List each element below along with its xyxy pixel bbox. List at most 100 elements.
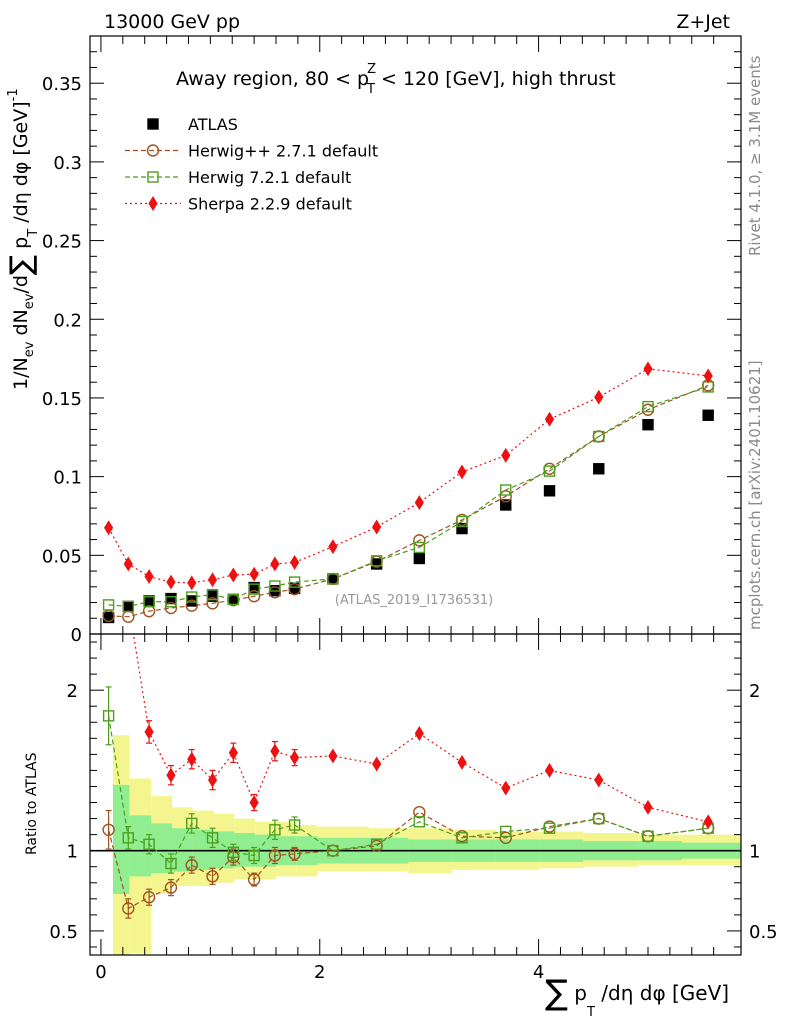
ratio-point-sherpa-15 — [544, 762, 555, 778]
main-point-atlas-15 — [543, 485, 556, 497]
legend: ATLAS Herwig++ 2.7.1 default Herwig 7.2.1 … — [125, 115, 378, 214]
legend-label-herwigpp: Herwig++ 2.7.1 default — [188, 142, 378, 161]
main-point-sherpa-12 — [414, 495, 424, 511]
ratio-point-sherpa-4 — [187, 751, 197, 767]
ratio-point-herwig7-16 — [593, 812, 605, 825]
main-point-herwig7-16 — [593, 430, 605, 443]
main-point-sherpa-1 — [123, 556, 133, 572]
main-point-atlas-18 — [702, 409, 714, 421]
main-point-herwigpp-12 — [413, 534, 426, 547]
ratio-point-herwigpp-7 — [247, 873, 261, 886]
title-suffix: < 120 [GeV], high thrust — [375, 68, 616, 90]
ratio-point-sherpa-8 — [270, 743, 280, 759]
ratio-point-herwig7-7 — [248, 849, 260, 862]
legend-label-sherpa: Sherpa 2.2.9 default — [188, 195, 352, 214]
ratio-ytick-label-right-2: 2 — [749, 681, 760, 702]
ratio-point-sherpa-3 — [166, 767, 176, 783]
main-point-herwigpp-3 — [164, 601, 178, 615]
main-point-sherpa-11 — [372, 519, 382, 535]
main-point-herwig7-15 — [543, 465, 556, 477]
rivet-version-label: Rivet 4.1.0, ≥ 3.1M events — [746, 55, 764, 256]
ylabel-sum-sign: ∑ — [4, 255, 39, 275]
main-point-herwigpp-8 — [268, 586, 282, 599]
ratio-point-sherpa-16 — [594, 772, 604, 788]
ratio-ytick-label-right-0: 0.5 — [749, 922, 778, 943]
main-point-herwig7-7 — [248, 583, 260, 595]
ylabel-part-1: ev — [22, 341, 37, 357]
main-x-ticks — [100, 36, 715, 634]
ratio-point-herwigpp-0 — [102, 823, 115, 837]
main-point-herwig7-2 — [143, 596, 155, 608]
ratio-point-herwig7-3 — [165, 857, 177, 870]
ratio-point-sherpa-9 — [290, 750, 300, 766]
ratio-y-axis-label: Ratio to ATLAS — [24, 752, 40, 855]
ratio-point-sherpa-11 — [372, 756, 382, 772]
ylabel-part-2: dN — [10, 309, 32, 341]
main-point-atlas-17 — [642, 419, 654, 431]
xlabel-sum-sign: ∑ — [545, 973, 568, 1013]
ratio-band-inner-0 — [112, 784, 130, 895]
main-point-sherpa-17 — [643, 361, 653, 377]
ratio-marks — [102, 634, 715, 919]
legend-marker-herwigpp — [146, 144, 160, 157]
main-point-sherpa-18 — [703, 368, 713, 384]
ratio-line-sherpa — [132, 634, 709, 823]
main-point-herwig7-6 — [227, 593, 240, 606]
main-point-herwigpp-5 — [206, 597, 219, 610]
main-point-sherpa-2 — [144, 569, 154, 585]
ratio-point-herwigpp-9 — [288, 847, 301, 861]
ratio-band-inner-6 — [234, 833, 256, 867]
mcplots-label: mcplots.cern.ch [arXiv:2401.10621] — [746, 360, 764, 630]
legend-item-atlas: ATLAS — [147, 115, 238, 134]
ylabel-part-3: ev — [22, 293, 37, 309]
ratio-point-sherpa-7 — [249, 795, 259, 810]
legend-marker-sherpa — [148, 196, 158, 211]
ratio-band-inner-1 — [129, 815, 152, 877]
ratio-point-sherpa-10 — [328, 748, 338, 764]
legend-label-herwig7: Herwig 7.2.1 default — [188, 168, 351, 187]
legend-marker-atlas — [147, 118, 159, 130]
ratio-plot: 0.5 0.5 1 1 2 2 0 2 4 Ratio to ATLAS ∑ pT /dη d… — [24, 633, 778, 1020]
ratio-point-herwig7-8 — [269, 824, 281, 836]
ratio-point-herwig7-6 — [227, 846, 240, 858]
main-point-sherpa-10 — [328, 539, 338, 555]
main-point-sherpa-3 — [166, 574, 176, 590]
main-point-sherpa-15 — [544, 411, 555, 427]
ratio-point-herwigpp-1 — [122, 902, 135, 915]
ratio-band-inner-4 — [192, 829, 214, 870]
ratio-point-herwig7-10 — [327, 844, 339, 857]
main-line-herwig7 — [108, 386, 709, 608]
ratio-ytick-label-0: 0.5 — [49, 922, 78, 943]
ratio-point-herwigpp-12 — [413, 805, 426, 819]
main-ytick-label-4: 0.2 — [53, 310, 82, 331]
main-line-sherpa — [108, 368, 709, 584]
main-point-herwig7-0 — [102, 599, 115, 611]
legend-marker-herwig7 — [147, 171, 159, 183]
main-point-herwig7-14 — [500, 484, 512, 496]
ratio-point-herwig7-14 — [500, 825, 512, 838]
header-right-label: Z+Jet — [676, 11, 730, 33]
ylabel-part-7: T — [26, 229, 41, 238]
main-point-sherpa-16 — [594, 389, 604, 405]
ratio-point-herwigpp-8 — [268, 849, 282, 862]
ratio-ytick-label-1: 1 — [67, 842, 78, 863]
legend-item-herwig7: Herwig 7.2.1 default — [125, 168, 351, 187]
ylabel-part-8: /dη dφ [GeV] — [10, 101, 32, 228]
main-point-herwigpp-14 — [499, 490, 512, 503]
main-point-herwig7-5 — [206, 588, 219, 601]
ratio-point-sherpa-2 — [144, 724, 154, 740]
main-point-sherpa-4 — [187, 575, 197, 591]
ratio-y-axis: 0.5 0.5 1 1 2 2 — [49, 641, 778, 948]
ratio-point-sherpa-17 — [643, 799, 653, 815]
main-ytick-label-2: 0.1 — [53, 468, 82, 489]
ratio-point-herwig7-17 — [642, 830, 654, 842]
main-point-herwig7-9 — [288, 576, 301, 588]
main-ytick-label-1: 0.05 — [42, 546, 82, 567]
ratio-point-herwig7-12 — [413, 816, 426, 828]
x-axis-label: ∑ pT /dη dφ [GeV] — [545, 973, 729, 1020]
ratio-ytick-label-2: 2 — [67, 681, 78, 702]
ratio-point-sherpa-13 — [457, 754, 467, 770]
title-prefix: Away region, 80 < p — [176, 68, 369, 90]
ratio-point-sherpa-14 — [501, 780, 511, 796]
